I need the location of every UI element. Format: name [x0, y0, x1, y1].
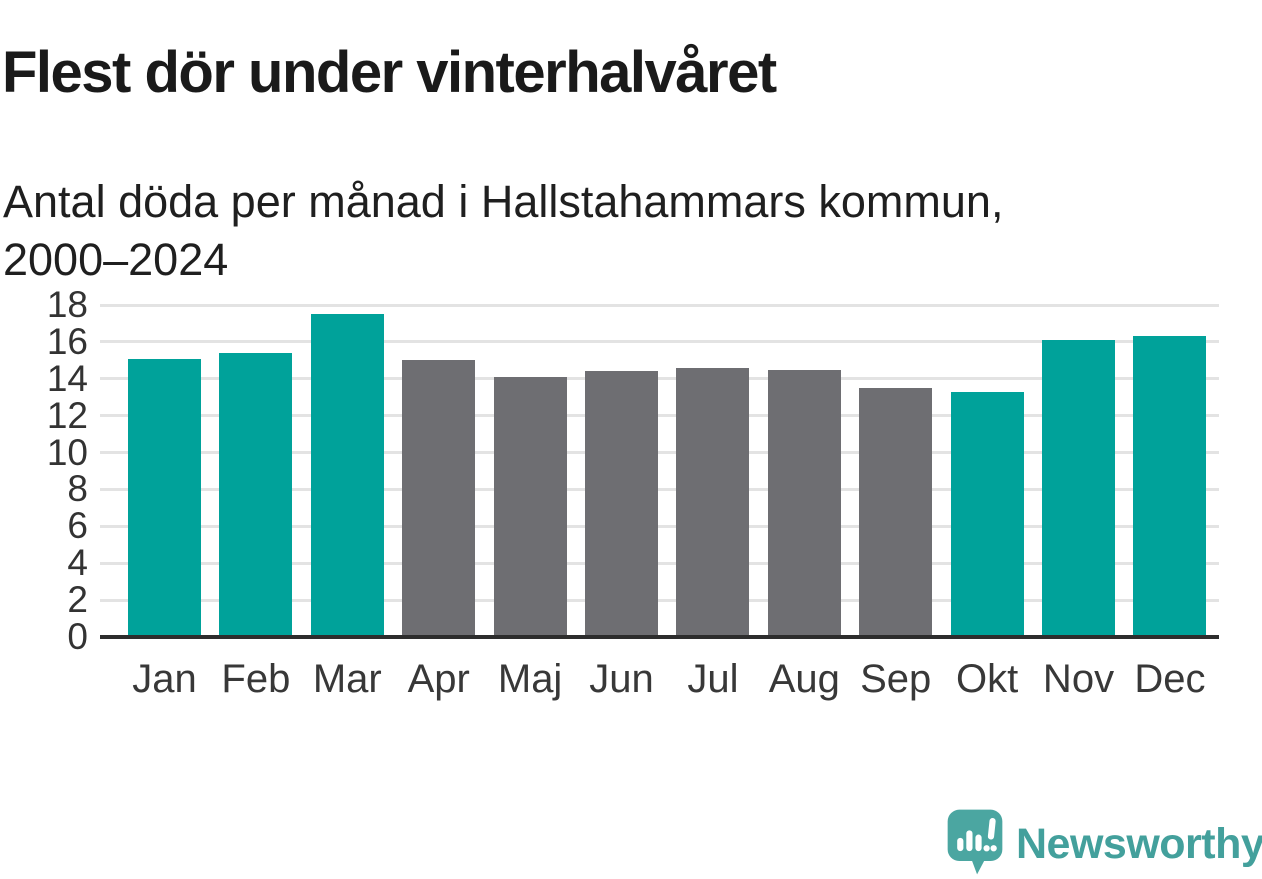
gridline-2	[100, 598, 1219, 602]
x-tick-label-jul: Jul	[687, 657, 739, 701]
x-axis-baseline	[100, 635, 1219, 639]
x-tick-label-feb: Feb	[221, 657, 291, 701]
y-tick-label-12: 12	[46, 394, 88, 436]
chart-subtitle: Antal döda per månad i Hallstahammars ko…	[3, 176, 1004, 285]
x-tick-label-aug: Aug	[768, 657, 840, 701]
newsworthy-logo[interactable]: Newsworthy	[946, 808, 1262, 876]
y-tick-label-8: 8	[67, 468, 88, 510]
x-tick-label-sep: Sep	[860, 657, 932, 701]
x-tick-label-apr: Apr	[407, 657, 470, 701]
y-tick-label-10: 10	[46, 431, 88, 473]
gridline-16	[100, 340, 1219, 344]
bar-maj	[493, 376, 567, 637]
x-tick-label-maj: Maj	[497, 657, 563, 701]
gridline-4	[100, 561, 1219, 565]
plot-area	[100, 303, 1219, 639]
bar-apr	[402, 360, 476, 637]
newsworthy-wordmark: Newsworthy	[1016, 820, 1262, 868]
x-tick-label-jun: Jun	[589, 657, 654, 701]
bar-aug	[767, 369, 841, 637]
chart-title: Flest dör under vinterhalvåret	[2, 39, 777, 105]
bar-jul	[676, 367, 750, 637]
y-tick-label-0: 0	[67, 616, 88, 657]
bar-nov	[1042, 340, 1115, 637]
gridline-12	[100, 414, 1219, 418]
bar-feb	[219, 352, 293, 637]
y-tick-label-2: 2	[67, 579, 88, 621]
x-tick-label-mar: Mar	[312, 657, 382, 701]
gridline-10	[100, 451, 1219, 455]
bar-okt	[950, 391, 1024, 637]
y-tick-label-14: 14	[46, 357, 88, 399]
bar-jun	[585, 371, 658, 637]
x-tick-label-nov: Nov	[1042, 657, 1115, 701]
gridline-6	[100, 524, 1219, 528]
bar-dec	[1133, 336, 1207, 637]
bar-mar	[310, 314, 384, 637]
y-tick-label-6: 6	[67, 505, 88, 547]
x-tick-label-okt: Okt	[955, 657, 1019, 701]
speech-bubble-bar-chart-icon	[947, 809, 1003, 875]
y-tick-label-16: 16	[46, 320, 88, 362]
x-tick-label-jan: Jan	[132, 657, 197, 701]
gridline-8	[100, 487, 1219, 491]
bar-sep	[859, 388, 933, 637]
y-tick-label-4: 4	[67, 542, 88, 584]
gridline-14	[100, 377, 1219, 381]
gridline-18	[100, 303, 1219, 307]
x-tick-label-dec: Dec	[1134, 657, 1206, 701]
bar-jan	[128, 358, 201, 637]
y-tick-label-18: 18	[46, 284, 88, 325]
